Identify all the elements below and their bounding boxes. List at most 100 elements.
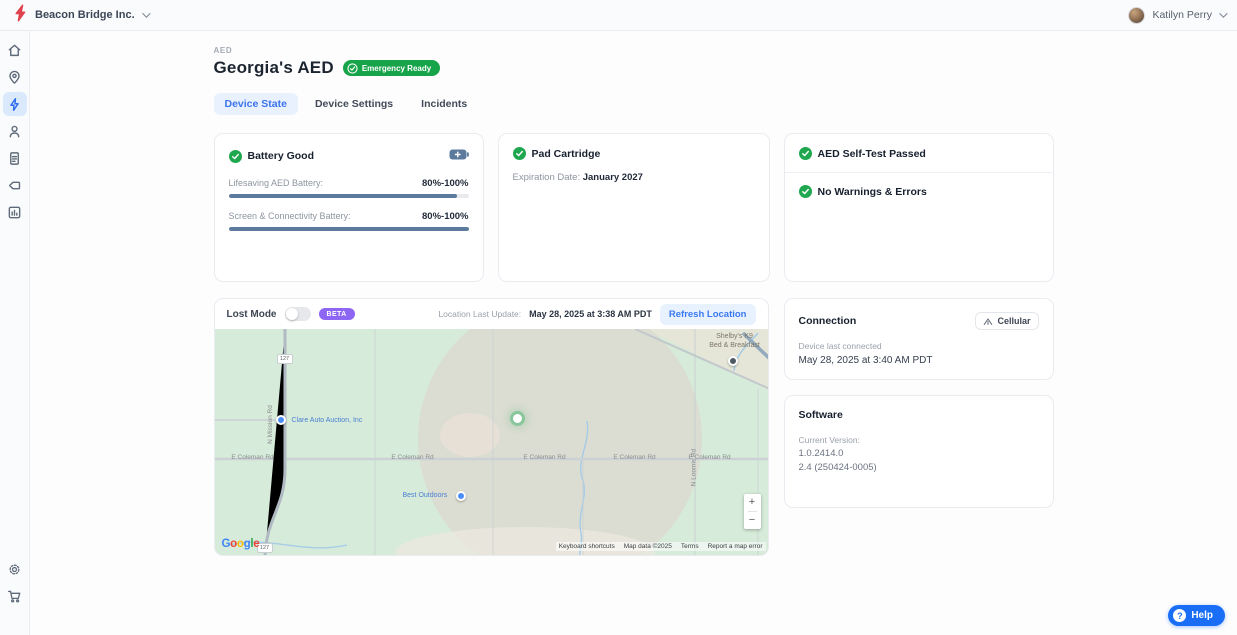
help-button[interactable]: ? Help [1168, 605, 1225, 626]
expiration-row: Expiration Date: January 2027 [512, 172, 643, 183]
tab-device-settings[interactable]: Device Settings [314, 98, 394, 110]
battery-row-value: 80%-100% [422, 178, 469, 189]
main-content: AED Georgia's AED Emergency Ready Device… [30, 31, 1237, 635]
gear-icon [7, 562, 22, 577]
last-connected-value: May 28, 2025 at 3:40 AM PDT [798, 355, 933, 366]
sidebar-item-settings[interactable] [3, 557, 27, 581]
battery-row-label: Lifesaving AED Battery: [228, 178, 324, 188]
map-data-label: Map data ©2025 [623, 543, 672, 550]
poi-marker-shelby-bnb[interactable] [727, 356, 738, 366]
avatar [1128, 6, 1146, 24]
lightning-bolt-icon [7, 97, 22, 112]
road-label-e-coleman: E Coleman Rd [613, 454, 656, 461]
refresh-location-button[interactable]: Refresh Location [659, 303, 756, 325]
battery-progress [228, 227, 469, 231]
user-menu[interactable]: Katilyn Perry [1128, 6, 1228, 24]
connection-card: Connection Cellular Device last connecte… [783, 298, 1054, 380]
version-value: 2.4 (250424-0005) [798, 462, 877, 473]
road-label-e-coleman: E Coleman Rd [231, 454, 274, 461]
poi-label-clare: Clare Auto Auction, Inc [291, 417, 363, 424]
map-zoom-control: + − [743, 493, 761, 529]
page-title: Georgia's AED [213, 58, 334, 77]
check-circle-icon [228, 149, 242, 163]
home-icon [7, 43, 22, 58]
beta-badge: BETA [318, 308, 355, 320]
sidebar-item-home[interactable] [3, 38, 27, 62]
road-label-e-coleman: E Coleman Rd [523, 454, 566, 461]
check-circle-icon [347, 62, 358, 74]
poi-marker-clare-auto-auction[interactable] [275, 415, 286, 425]
chevron-down-icon [141, 9, 151, 18]
version-value: 1.0.2414.0 [798, 448, 844, 459]
last-update-label: Location Last Update: [438, 309, 522, 319]
pad-cartridge-card: Pad Cartridge Expiration Date: January 2… [497, 133, 770, 282]
road-label-e-coleman: E Coleman Rd [391, 454, 434, 461]
check-circle-icon [798, 147, 812, 160]
connection-title: Connection [798, 315, 857, 327]
status-badge-label: Emergency Ready [361, 63, 432, 73]
keyboard-shortcuts-link[interactable]: Keyboard shortcuts [558, 543, 615, 550]
battery-row-value: 80%-100% [422, 211, 469, 222]
google-logo: Google [221, 538, 260, 550]
sidebar-item-reports[interactable] [3, 200, 27, 224]
org-switcher[interactable]: Beacon Bridge Inc. [12, 4, 151, 27]
help-button-label: Help [1191, 610, 1213, 621]
check-circle-icon [798, 185, 812, 198]
zoom-in-button[interactable]: + [748, 495, 756, 508]
aed-location-dot [512, 414, 522, 423]
battery-progress [228, 194, 469, 198]
map-attribution: Keyboard shortcuts Map data ©2025 Terms … [555, 542, 766, 551]
map-base-layer [214, 329, 768, 555]
tab-device-state[interactable]: Device State [213, 93, 298, 115]
battery-card-title: Battery Good [247, 150, 315, 162]
zoom-out-button[interactable]: − [748, 513, 756, 526]
sidebar-item-labels[interactable] [3, 173, 27, 197]
terms-link[interactable]: Terms [680, 543, 699, 550]
no-warnings-title: No Warnings & Errors [817, 185, 927, 198]
report-map-error-link[interactable]: Report a map error [707, 543, 763, 550]
location-pin-icon [7, 70, 22, 85]
map-canvas[interactable]: Clare Auto Auction, Inc Shelby's K9 Bed … [214, 329, 768, 555]
sidebar-item-devices[interactable] [2, 92, 27, 116]
connection-type-label: Cellular [997, 316, 1031, 326]
sidebar [0, 31, 30, 635]
sidebar-item-documents[interactable] [3, 146, 27, 170]
lost-mode-toggle[interactable] [284, 307, 311, 321]
org-name: Beacon Bridge Inc. [35, 9, 135, 21]
chevron-down-icon [1219, 9, 1228, 18]
route-127-shield: 127 [276, 354, 293, 364]
poi-label-shelby: Shelby's K9 Bed & Breakfast [709, 333, 760, 349]
poi-marker-best-outdoors[interactable] [455, 491, 466, 501]
sidebar-item-locations[interactable] [3, 65, 27, 89]
check-circle-icon [512, 147, 526, 160]
road-label-e-coleman: E Coleman Rd [688, 454, 731, 461]
tab-incidents[interactable]: Incidents [421, 98, 468, 110]
battery-card: Battery Good Lifesaving AED Battery: 80%… [213, 133, 484, 282]
poi-label-best-outdoors: Best Outdoors [402, 492, 448, 499]
signal-icon [984, 317, 993, 325]
last-connected-label: Device last connected [798, 341, 882, 351]
route-127-shield: 127 [256, 543, 273, 553]
expiration-value: January 2027 [582, 172, 643, 183]
version-label: Current Version: [798, 435, 860, 445]
top-bar: Beacon Bridge Inc. Katilyn Perry [0, 0, 1237, 31]
last-update-value: May 28, 2025 at 3:38 AM PDT [529, 309, 652, 319]
question-mark-icon: ? [1173, 609, 1187, 622]
breadcrumb: AED [213, 46, 233, 55]
bar-chart-icon [7, 205, 22, 220]
location-card: Lost Mode BETA Location Last Update: May… [213, 298, 769, 556]
sidebar-bottom [3, 557, 27, 635]
sidebar-item-users[interactable] [3, 119, 27, 143]
battery-row-label: Screen & Connectivity Battery: [228, 211, 351, 221]
document-icon [7, 151, 22, 166]
brand-logo-icon [12, 4, 28, 27]
status-badge: Emergency Ready [342, 60, 441, 76]
shopping-cart-icon [7, 589, 22, 604]
connection-type-chip[interactable]: Cellular [975, 312, 1039, 330]
sidebar-item-store[interactable] [3, 584, 27, 608]
road-label-n-mission: N Mission Rd [266, 405, 274, 444]
lost-mode-label: Lost Mode [226, 308, 277, 320]
battery-plus-icon [449, 147, 469, 165]
divider [784, 172, 1053, 173]
self-test-title: AED Self-Test Passed [817, 147, 926, 160]
